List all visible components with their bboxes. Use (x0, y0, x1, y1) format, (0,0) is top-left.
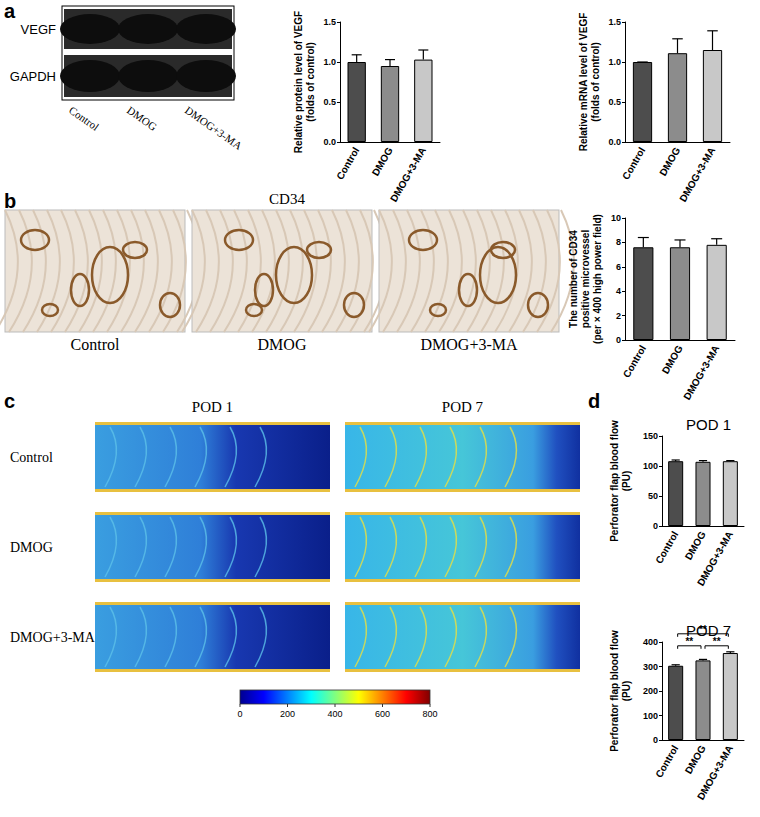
svg-text:DMOG: DMOG (370, 145, 395, 178)
svg-text:POD 7: POD 7 (686, 622, 731, 639)
svg-text:DMOG+3-MA: DMOG+3-MA (677, 145, 717, 204)
svg-text:Control: Control (621, 343, 648, 379)
svg-text:0.5: 0.5 (323, 97, 336, 107)
svg-text:400: 400 (643, 637, 658, 647)
svg-text:6: 6 (616, 262, 621, 272)
svg-text:150: 150 (643, 431, 658, 441)
svg-text:2: 2 (616, 311, 621, 321)
svg-text:a: a (4, 0, 16, 22)
svg-text:DMOG: DMOG (258, 336, 307, 353)
svg-text:Control: Control (653, 529, 680, 565)
svg-text:DMOG+3-MA: DMOG+3-MA (388, 145, 428, 204)
svg-text:Perforator flap blood flow: Perforator flap blood flow (609, 420, 620, 542)
svg-text:0: 0 (616, 335, 621, 345)
svg-text:200: 200 (643, 686, 658, 696)
svg-text:DMOG+3-MA: DMOG+3-MA (10, 630, 96, 645)
svg-text:Control: Control (653, 743, 680, 779)
svg-text:0: 0 (653, 521, 658, 531)
svg-text:(PU): (PU) (621, 681, 632, 702)
svg-text:Control: Control (10, 450, 53, 465)
svg-text:400: 400 (327, 709, 342, 719)
svg-text:0: 0 (237, 709, 242, 719)
svg-text:(folds of control): (folds of control) (305, 42, 316, 121)
svg-text:300: 300 (643, 662, 658, 672)
svg-text:0.0: 0.0 (323, 137, 336, 147)
svg-text:0: 0 (653, 735, 658, 745)
svg-text:1.5: 1.5 (608, 17, 621, 27)
svg-text:8: 8 (616, 237, 621, 247)
svg-text:c: c (4, 390, 15, 412)
svg-text:DMOG: DMOG (683, 529, 708, 562)
svg-text:CD34: CD34 (269, 191, 305, 207)
svg-text:VEGF: VEGF (21, 22, 56, 37)
svg-text:d: d (588, 390, 600, 412)
svg-text:DMOG+3-MA: DMOG+3-MA (420, 336, 517, 353)
svg-text:positive microvessel: positive microvessel (580, 230, 591, 329)
svg-text:b: b (4, 190, 16, 212)
svg-text:DMOG: DMOG (10, 540, 53, 555)
svg-text:1.5: 1.5 (323, 17, 336, 27)
svg-text:GAPDH: GAPDH (10, 69, 56, 84)
svg-text:0.5: 0.5 (608, 97, 621, 107)
svg-text:Control: Control (334, 145, 361, 181)
svg-text:(PU): (PU) (621, 471, 632, 492)
svg-text:50: 50 (648, 491, 658, 501)
svg-text:600: 600 (375, 709, 390, 719)
svg-text:(folds of control): (folds of control) (590, 42, 601, 121)
svg-text:POD 1: POD 1 (192, 399, 233, 415)
svg-text:Perforator flap blood flow: Perforator flap blood flow (609, 630, 620, 752)
svg-text:DMOG: DMOG (660, 343, 685, 376)
svg-text:POD 7: POD 7 (442, 399, 484, 415)
svg-text:POD 1: POD 1 (686, 416, 731, 433)
svg-text:0.0: 0.0 (608, 137, 621, 147)
svg-text:100: 100 (643, 711, 658, 721)
svg-text:DMOG+3-MA: DMOG+3-MA (681, 343, 721, 402)
svg-text:200: 200 (280, 709, 295, 719)
svg-text:Relative protein level of VEGF: Relative protein level of VEGF (293, 11, 304, 153)
svg-text:DMOG+3-MA: DMOG+3-MA (695, 743, 735, 802)
svg-text:100: 100 (643, 461, 658, 471)
svg-text:Control: Control (71, 336, 120, 353)
svg-text:DMOG+3-MA: DMOG+3-MA (183, 104, 245, 152)
svg-text:10: 10 (611, 213, 621, 223)
svg-text:1.0: 1.0 (323, 57, 336, 67)
svg-text:The number of CD34: The number of CD34 (568, 230, 579, 328)
svg-text:Control: Control (620, 145, 647, 181)
svg-text:DMOG: DMOG (683, 743, 708, 776)
svg-text:(per × 400 high power field): (per × 400 high power field) (592, 214, 603, 344)
svg-text:DMOG: DMOG (657, 145, 682, 178)
svg-text:DMOG: DMOG (125, 104, 159, 133)
svg-text:4: 4 (616, 286, 621, 296)
svg-text:1.0: 1.0 (608, 57, 621, 67)
svg-text:DMOG+3-MA: DMOG+3-MA (695, 529, 735, 588)
svg-text:Relative mRNA level of VEGF: Relative mRNA level of VEGF (578, 13, 589, 152)
svg-text:800: 800 (422, 709, 437, 719)
svg-text:Control: Control (67, 104, 101, 133)
